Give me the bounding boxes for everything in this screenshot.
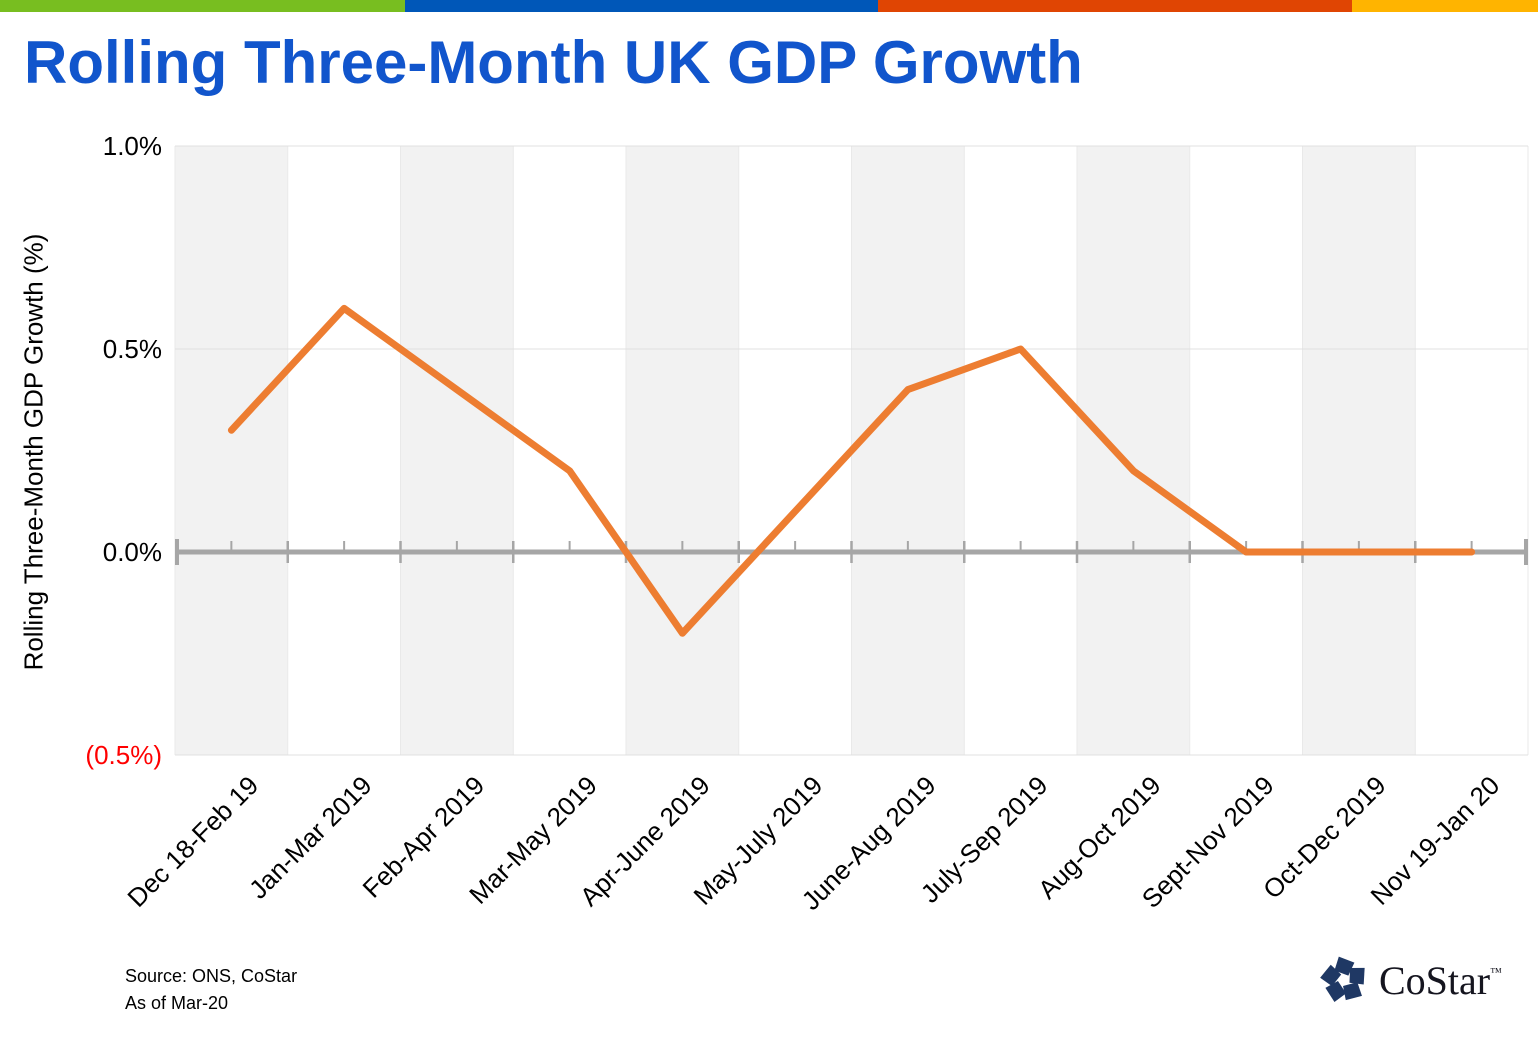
top-bar-segment xyxy=(878,0,1352,12)
costar-star-icon xyxy=(1320,956,1365,1002)
top-bar-segment xyxy=(405,0,878,12)
costar-logo-text: CoStar™ xyxy=(1379,957,1502,1004)
asof-line: As of Mar-20 xyxy=(125,993,229,1013)
source-line: Source: ONS, CoStar xyxy=(125,966,298,986)
y-tick-label: (0.5%) xyxy=(85,740,162,770)
plot-band xyxy=(1302,146,1416,755)
y-tick-label: 1.0% xyxy=(102,131,162,161)
top-bar-segment xyxy=(0,0,405,12)
plot-band xyxy=(175,146,288,755)
plot-band xyxy=(851,146,965,755)
plot-band xyxy=(626,146,739,755)
top-bar-segment xyxy=(1352,0,1538,12)
gdp-growth-line xyxy=(227,304,1476,637)
top-color-bar xyxy=(0,0,1538,12)
costar-logo: CoStar™ xyxy=(1318,954,1502,1006)
plot-band xyxy=(400,146,514,755)
trademark-symbol: ™ xyxy=(1490,964,1502,979)
costar-wordmark: CoStar xyxy=(1379,957,1491,1003)
y-tick-label: 0.5% xyxy=(102,334,162,364)
source-note: Source: ONS, CoStar As of Mar-20 xyxy=(125,963,297,1017)
chart-title: Rolling Three-Month UK GDP Growth xyxy=(24,29,1083,96)
y-axis-title: Rolling Three-Month GDP Growth (%) xyxy=(18,233,49,671)
y-tick-label: 0.0% xyxy=(102,537,162,567)
plot-band xyxy=(1077,146,1190,755)
